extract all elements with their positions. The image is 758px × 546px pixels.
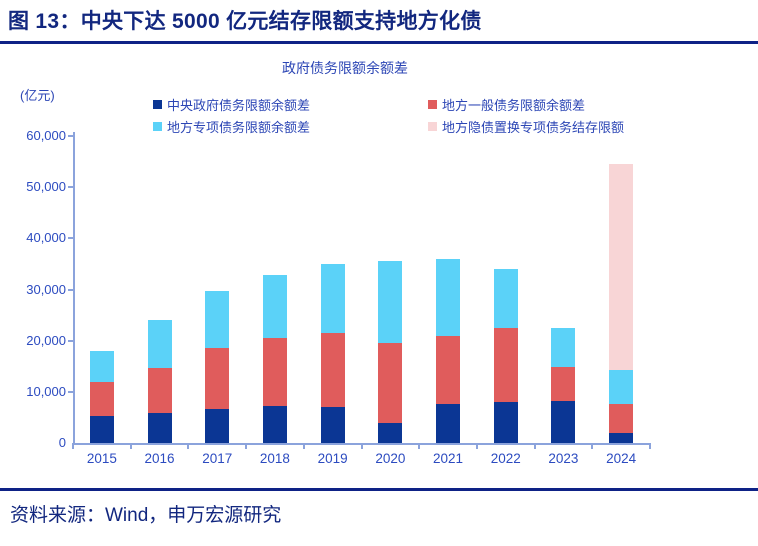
bar-segment <box>89 382 114 417</box>
x-axis-category-label: 2016 <box>144 451 175 466</box>
y-axis-tick-mark <box>68 339 73 342</box>
bar-segment <box>205 409 230 443</box>
x-axis-tick-mark <box>302 443 305 449</box>
bar-segment <box>320 264 345 333</box>
y-axis-tick-mark <box>68 288 73 291</box>
x-axis-category-label: 2024 <box>606 451 637 466</box>
bar-segment <box>89 351 114 383</box>
bar-segment <box>378 260 403 344</box>
bar-segment <box>378 423 403 443</box>
y-axis-tick-mark <box>68 390 73 393</box>
legend-item-hidden-debt-swap: 地方隐债置换专项债务结存限额 <box>428 119 625 135</box>
bar-segment <box>147 413 172 443</box>
bar-segment <box>436 404 461 443</box>
x-axis-tick-mark <box>245 443 248 449</box>
source-attribution: 资料来源：Wind，申万宏源研究 <box>10 505 282 526</box>
x-axis-tick-mark <box>418 443 421 449</box>
x-axis-tick-mark <box>72 443 74 449</box>
y-axis-tick-label: 0 <box>58 435 66 450</box>
bar-segment <box>493 401 518 443</box>
legend-swatch-central-debt <box>153 99 162 109</box>
bar-segment <box>320 407 345 443</box>
legend-item-local-special-debt: 地方专项债务限额余额差 <box>153 119 311 135</box>
x-axis-tick-mark <box>129 443 132 449</box>
legend-item-central-debt: 中央政府债务限额余额差 <box>153 97 311 113</box>
x-axis-tick-mark <box>475 443 478 449</box>
x-axis-tick-mark <box>533 443 536 449</box>
y-axis-tick-label: 10,000 <box>26 383 66 399</box>
y-axis-tick-label: 40,000 <box>26 230 66 246</box>
x-axis-category-label: 2020 <box>375 451 406 466</box>
title-divider <box>0 41 758 44</box>
bar-segment <box>609 369 634 405</box>
x-axis-category-label: 2018 <box>259 451 290 466</box>
bar-segment <box>609 432 634 443</box>
x-axis-category-label: 2023 <box>548 451 579 466</box>
y-axis-tick-label: 30,000 <box>26 281 66 297</box>
bar-segment <box>320 332 345 408</box>
legend-label-hidden-debt-swap: 地方隐债置换专项债务结存限额 <box>442 119 625 135</box>
x-axis-tick-mark <box>187 443 190 449</box>
chart-subtitle: 政府债务限额余额差 <box>282 60 408 76</box>
legend-item-local-general-debt: 地方一般债务限额余额差 <box>428 97 586 113</box>
figure-title: 图 13：中央下达 5000 亿元结存限额支持地方化债 <box>8 10 482 33</box>
y-axis-tick-mark <box>68 186 73 189</box>
bar-segment <box>493 327 518 402</box>
x-axis-category-label: 2015 <box>86 451 117 466</box>
y-axis-tick-label: 20,000 <box>26 332 66 348</box>
x-axis-category-label: 2021 <box>433 451 464 466</box>
x-axis-category-label: 2019 <box>317 451 348 466</box>
bar-segment <box>609 163 634 370</box>
y-axis-tick-label: 50,000 <box>26 179 66 195</box>
bar-segment <box>262 405 287 443</box>
bar-segment <box>551 366 576 402</box>
x-axis-category-label: 2017 <box>202 451 233 466</box>
bar-segment <box>378 343 403 424</box>
legend-swatch-hidden-debt-swap <box>428 121 437 131</box>
bar-segment <box>493 268 518 328</box>
bar-segment <box>89 416 114 443</box>
footer-divider <box>0 488 758 491</box>
bar-segment <box>262 275 287 339</box>
x-axis-category-label: 2022 <box>490 451 521 466</box>
bar-segment <box>147 319 172 368</box>
bar-segment <box>436 336 461 405</box>
y-axis-tick-label: 60,000 <box>26 128 66 143</box>
bar-segment <box>205 348 230 410</box>
x-axis-tick-mark <box>360 443 363 449</box>
y-axis-tick-mark <box>68 237 73 240</box>
legend-swatch-local-special-debt <box>153 121 162 131</box>
bar-segment <box>147 367 172 414</box>
x-axis-tick-mark <box>649 443 651 449</box>
legend-label-central-debt: 中央政府债务限额余额差 <box>167 97 311 113</box>
bar-segment <box>609 404 634 433</box>
y-axis-line <box>73 132 75 445</box>
bar-segment <box>436 259 461 337</box>
legend-label-local-general-debt: 地方一般债务限额余额差 <box>442 97 586 113</box>
y-axis-unit-label: (亿元) <box>20 88 55 103</box>
bar-segment <box>205 290 230 349</box>
y-axis-tick-mark <box>68 135 73 137</box>
legend-label-local-special-debt: 地方专项债务限额余额差 <box>167 119 311 135</box>
x-axis-tick-mark <box>591 443 594 449</box>
bar-segment <box>551 401 576 443</box>
bar-segment <box>262 338 287 406</box>
bar-segment <box>551 327 576 367</box>
legend-swatch-local-general-debt <box>428 99 437 109</box>
